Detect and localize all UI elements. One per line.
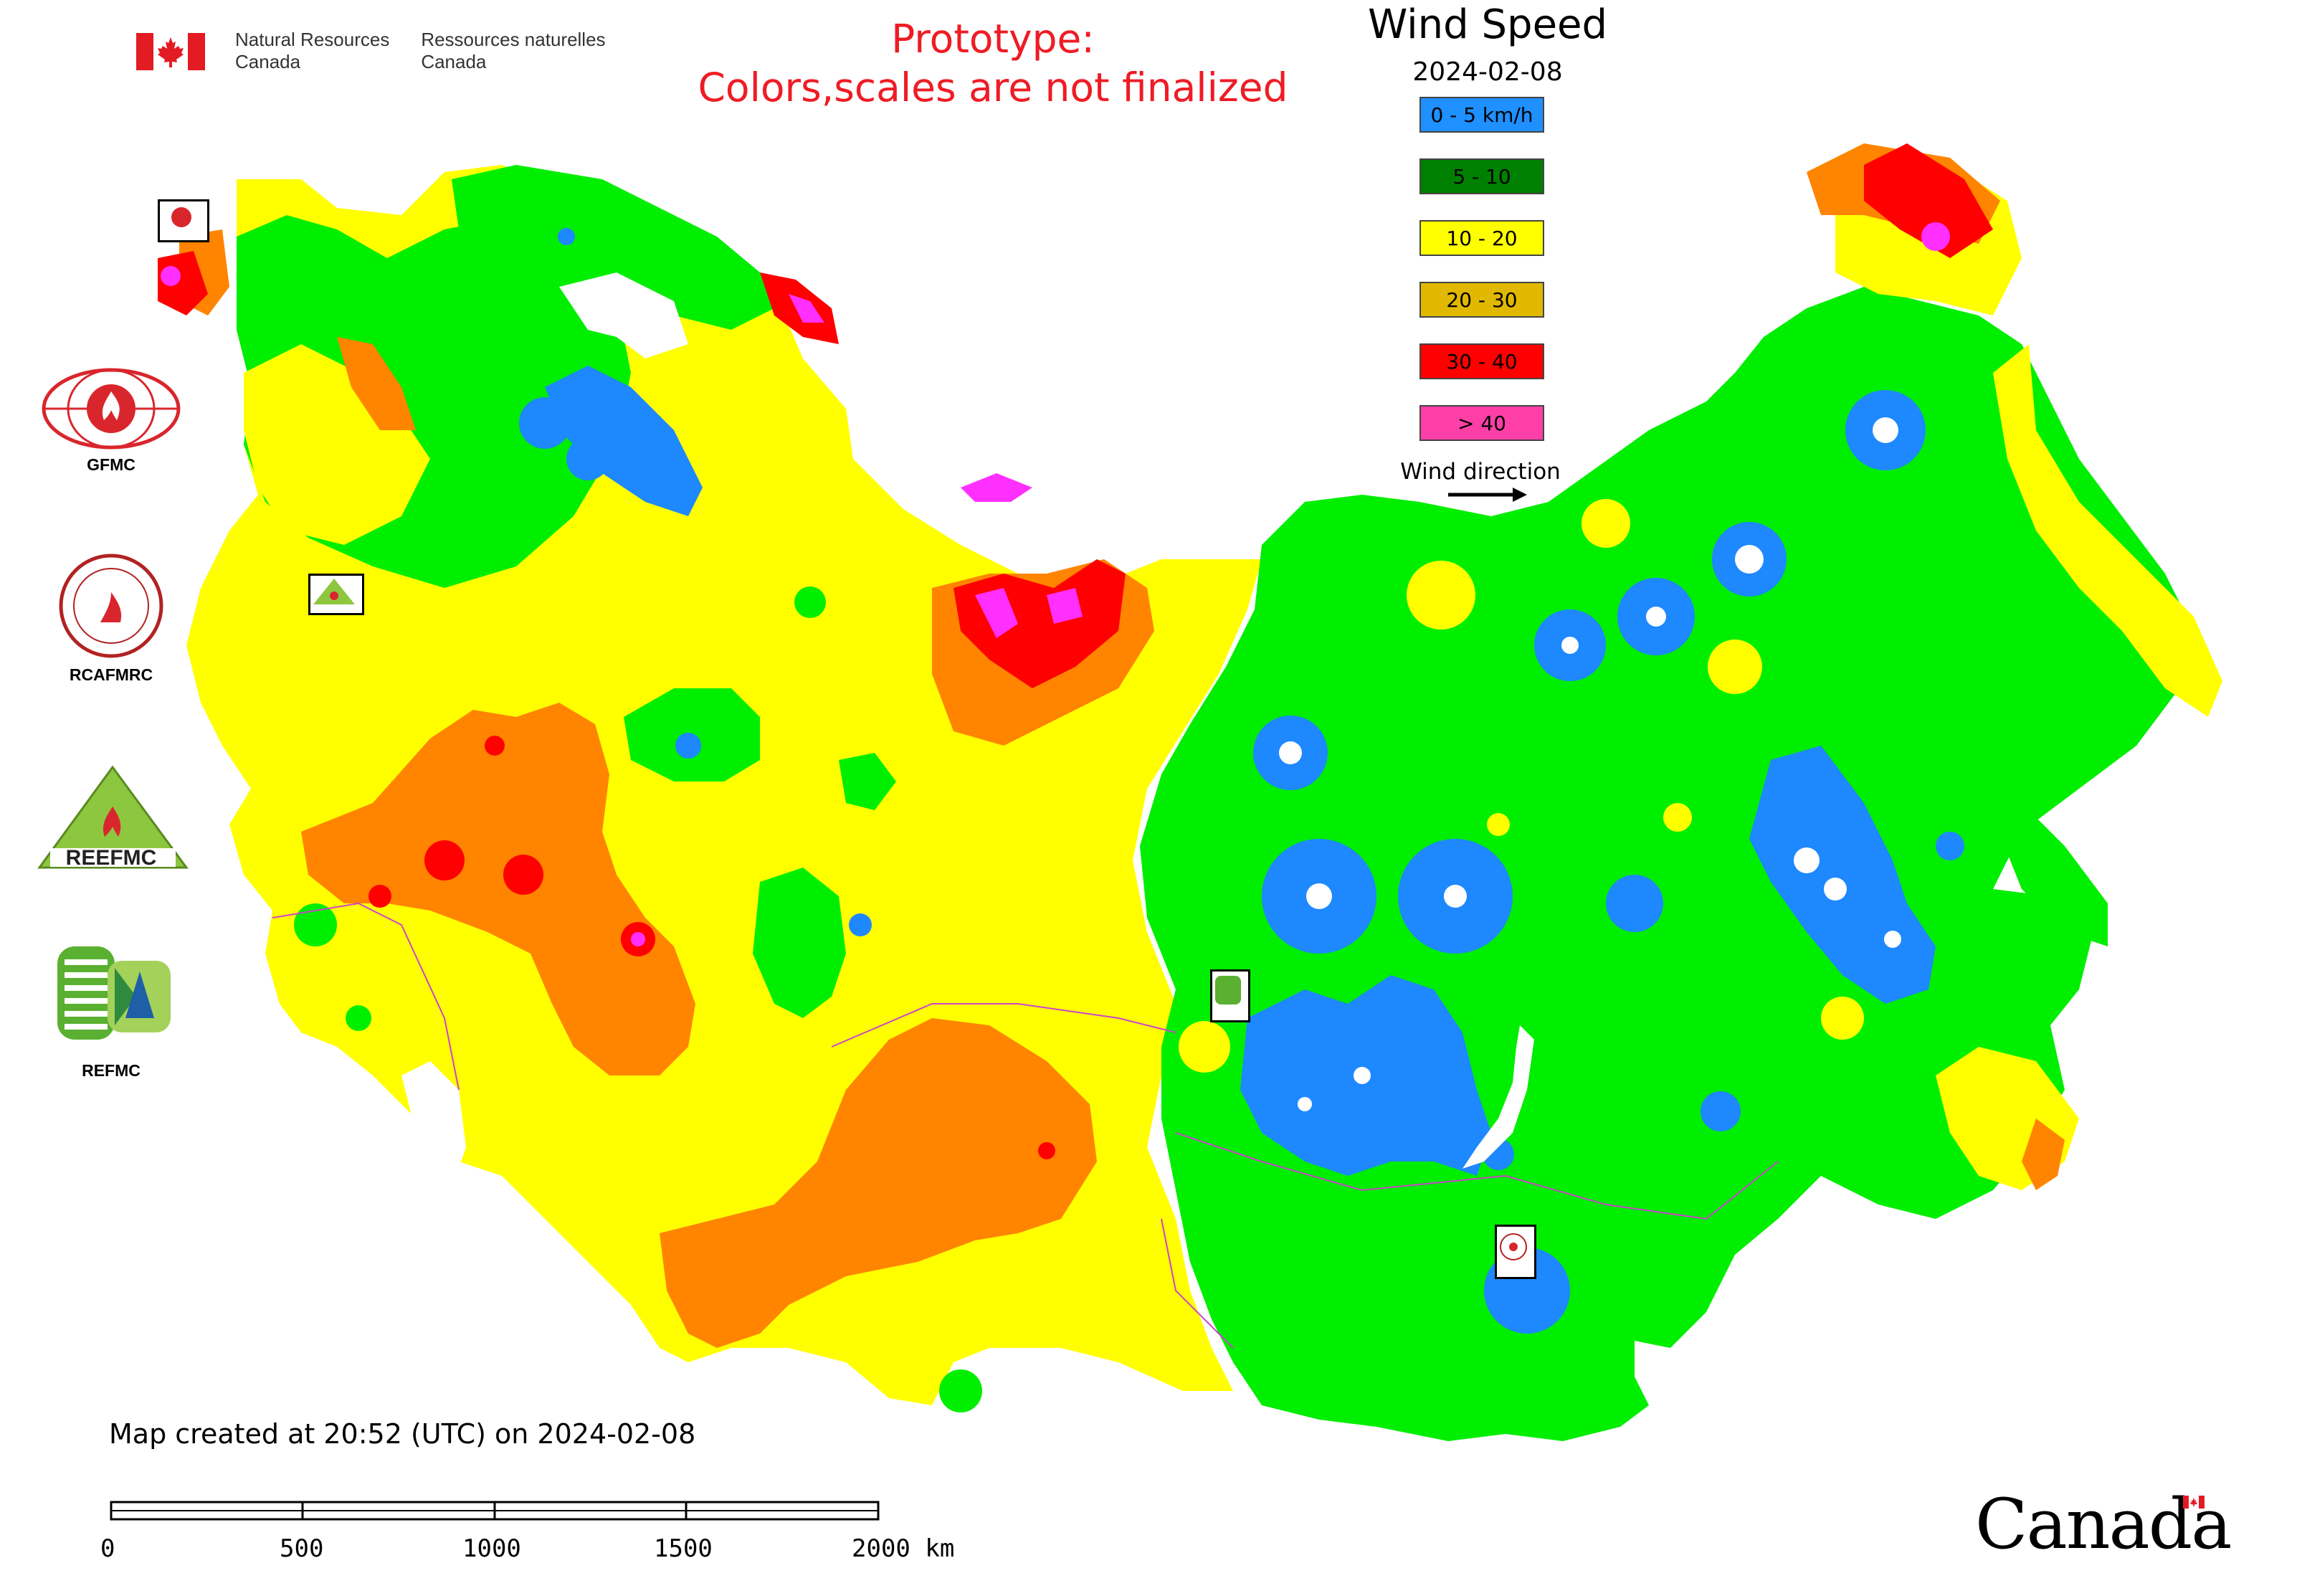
legend-item-over-40: > 40 [1419,405,1544,441]
green-spot-4 [346,1005,371,1031]
east-yellow-2 [1582,499,1630,548]
red-spot-1 [424,840,465,880]
map-date: 2024-02-08 [1412,57,1563,87]
reefmc-map-badge [308,574,364,615]
green-spot-3 [939,1369,982,1412]
white-sea [559,272,688,358]
west-green-2 [753,868,846,1018]
east-yellow-7 [1487,813,1510,836]
legend-item-0-5: 0 - 5 km/h [1419,97,1544,133]
east-yellow-4 [1179,1021,1230,1073]
kazakh-orange [660,1018,1097,1348]
rcafmrc-logo-icon [59,554,163,658]
red-spot-5 [485,736,505,756]
partner-label-rcafmrc: RCAFMRC [69,665,153,684]
green-spot-2 [794,586,826,618]
kamchatka-zone [1993,344,2222,717]
agency-name-en: Natural Resources Canada [235,29,389,73]
scale-label-500: 500 [280,1534,324,1563]
legend-label: 0 - 5 km/h [1430,103,1533,127]
legend-label: 10 - 20 [1446,226,1518,250]
prototype-line2: Colors,scales are not finalized [698,65,1288,110]
east-yellow-1 [1407,561,1475,630]
lake-dots [1279,417,1901,1111]
volga-orange [301,703,695,1075]
rcafmrc-mini-icon [1500,1233,1527,1260]
gfmc-mini-icon [171,207,191,227]
agency-en-line1: Natural Resources [235,29,390,50]
map-created-text: Map created at 20:52 (UTC) on 2024-02-08 [109,1418,696,1450]
reefmc-wordmark: REEFMC [65,846,157,870]
red-spot-6 [1038,1142,1055,1159]
legend-label: 20 - 30 [1446,288,1518,312]
refmc-logo-icon [57,946,171,1040]
legend: 0 - 5 km/h 5 - 10 10 - 20 20 - 30 30 - 4… [1419,97,1544,467]
east-yellow-6 [1663,803,1692,832]
scale-label-1000: 1000 [462,1534,521,1563]
refmc-mini-icon [1215,976,1241,1004]
legend-item-10-20: 10 - 20 [1419,220,1544,256]
borders [272,902,1779,1349]
scandinavia-yellow [244,344,430,545]
red-spot-2 [503,855,543,895]
rcafmrc-map-badge [1495,1225,1536,1279]
sakhalin [1993,803,2108,946]
legend-label: 30 - 40 [1446,349,1518,374]
chukotka-magenta [1921,222,1950,251]
wind-direction-arrow [1448,488,1527,502]
maple-leaf-icon [158,37,184,67]
karelia-blue [545,366,703,516]
arctic-magenta-dots [789,294,824,323]
primorye-orange [2022,1118,2065,1190]
legend-item-5-10: 5 - 10 [1419,158,1544,194]
chukotka-red [1864,143,1993,258]
scale-bar [110,1501,880,1521]
scale-label-0: 0 [100,1534,115,1563]
green-spot-1 [294,903,337,946]
canada-flag-icon [136,33,205,70]
legend-label: > 40 [1457,411,1506,435]
canada-wordmark-text: Canada [1975,1484,2232,1564]
red-spot-4 [368,885,391,908]
prototype-notice: Prototype: Colors,scales are not finaliz… [617,14,1369,112]
nrcan-signature: Natural Resources Canada Ressources natu… [136,29,606,73]
novaya-zemlya [961,473,1032,502]
yamal-magenta [975,588,1018,638]
partner-label-refmc: REFMC [82,1061,141,1080]
reefmc-mini-icon [313,579,355,604]
canada-wordmark-flag-icon [2183,1496,2205,1509]
west-magenta [161,266,181,286]
gfmc-logo-icon [42,368,181,450]
west-green-3 [839,753,896,810]
northern-orange-1 [337,337,416,430]
kola-green [452,165,774,330]
magenta-spot [631,932,645,946]
yamal-magenta-2 [1047,588,1083,624]
legend-item-30-40: 30 - 40 [1419,343,1544,379]
prototype-line1: Prototype: [891,16,1095,62]
agency-name-fr: Ressources naturelles Canada [421,29,605,73]
wind-direction-label: Wind direction [1400,459,1561,485]
map-title: Wind Speed [1367,1,1608,48]
legend-item-20-30: 20 - 30 [1419,282,1544,318]
refmc-map-badge [1210,969,1250,1022]
scale-label-2000: 2000 km [852,1534,955,1563]
caspian-sea [401,1061,466,1190]
agency-fr-line2: Canada [421,51,487,72]
legend-label: 5 - 10 [1452,164,1511,189]
agency-en-line2: Canada [235,51,301,72]
east-yellow-3 [1708,640,1762,694]
canada-wordmark: Canada [1975,1484,2232,1564]
reefmc-logo-icon [37,765,189,869]
east-yellow-5 [1821,997,1864,1040]
scale-label-1500: 1500 [654,1534,713,1563]
gfmc-map-badge [158,199,209,242]
lake-baikal [1462,1025,1534,1169]
agency-fr-line1: Ressources naturelles [421,29,606,50]
partner-label-gfmc: GFMC [87,455,135,474]
